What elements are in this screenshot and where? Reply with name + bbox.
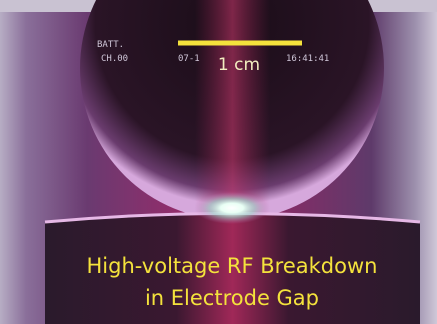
scale-label: 1 cm bbox=[218, 55, 260, 75]
photo: BATT. CH.00 07-1 16:41:41 1 cm High-volt… bbox=[0, 0, 437, 324]
osd-battery: BATT. bbox=[97, 40, 124, 50]
osd-channel: CH.00 bbox=[101, 54, 128, 64]
photo-frame: BATT. CH.00 07-1 16:41:41 1 cm High-volt… bbox=[0, 0, 437, 324]
caption-line: High-voltage RF Breakdown bbox=[87, 254, 378, 278]
spark bbox=[194, 192, 270, 224]
osd-date: 07-1 bbox=[178, 54, 200, 64]
caption-line: in Electrode Gap bbox=[145, 286, 319, 310]
osd-time: 16:41:41 bbox=[286, 54, 329, 64]
